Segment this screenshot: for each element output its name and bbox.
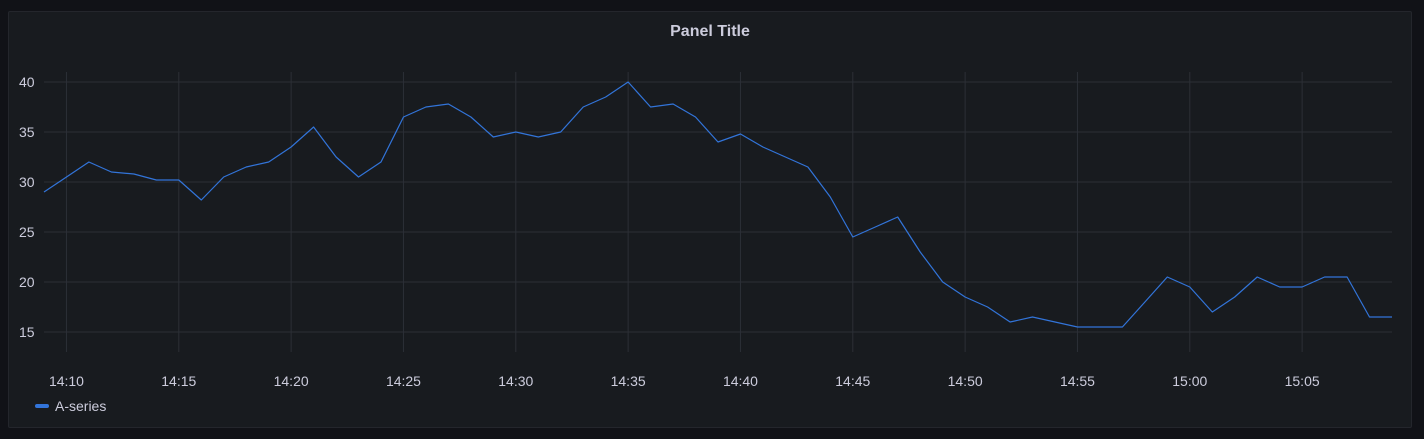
legend-label-a-series[interactable]: A-series <box>55 398 107 414</box>
panel-title[interactable]: Panel Title <box>670 23 750 40</box>
x-tick-label: 14:25 <box>386 373 421 389</box>
series-layer <box>43 81 1392 328</box>
y-tick-label: 25 <box>19 224 35 240</box>
line-chart: 15 20 25 30 35 40 14:10 14:15 14:20 14:25 14:30 14:… <box>19 72 1392 389</box>
y-tick-label: 15 <box>19 324 35 340</box>
y-tick-label: 40 <box>19 74 35 90</box>
grid-layer <box>44 72 1392 352</box>
x-tick-label: 15:00 <box>1172 373 1207 389</box>
chart-panel: Panel Title 15 20 25 30 35 40 14:10 14:15 14:20 1… <box>8 11 1412 428</box>
y-tick-label: 35 <box>19 124 35 140</box>
x-tick-label: 14:15 <box>161 373 196 389</box>
x-tick-label: 14:55 <box>1060 373 1095 389</box>
y-tick-label: 30 <box>19 174 35 190</box>
legend[interactable]: A-series <box>35 398 106 414</box>
x-tick-label: 14:35 <box>611 373 646 389</box>
x-tick-label: 14:30 <box>498 373 533 389</box>
x-tick-label: 14:10 <box>49 373 84 389</box>
x-tick-label: 14:40 <box>723 373 758 389</box>
axis-layer: 15 20 25 30 35 40 14:10 14:15 14:20 14:25 14:30 14:… <box>19 74 1320 389</box>
series-line-a-series[interactable] <box>43 81 1392 328</box>
x-tick-label: 14:45 <box>835 373 870 389</box>
y-tick-label: 20 <box>19 274 35 290</box>
x-tick-label: 15:05 <box>1285 373 1320 389</box>
x-tick-label: 14:20 <box>274 373 309 389</box>
x-tick-label: 14:50 <box>948 373 983 389</box>
legend-swatch <box>35 404 49 408</box>
